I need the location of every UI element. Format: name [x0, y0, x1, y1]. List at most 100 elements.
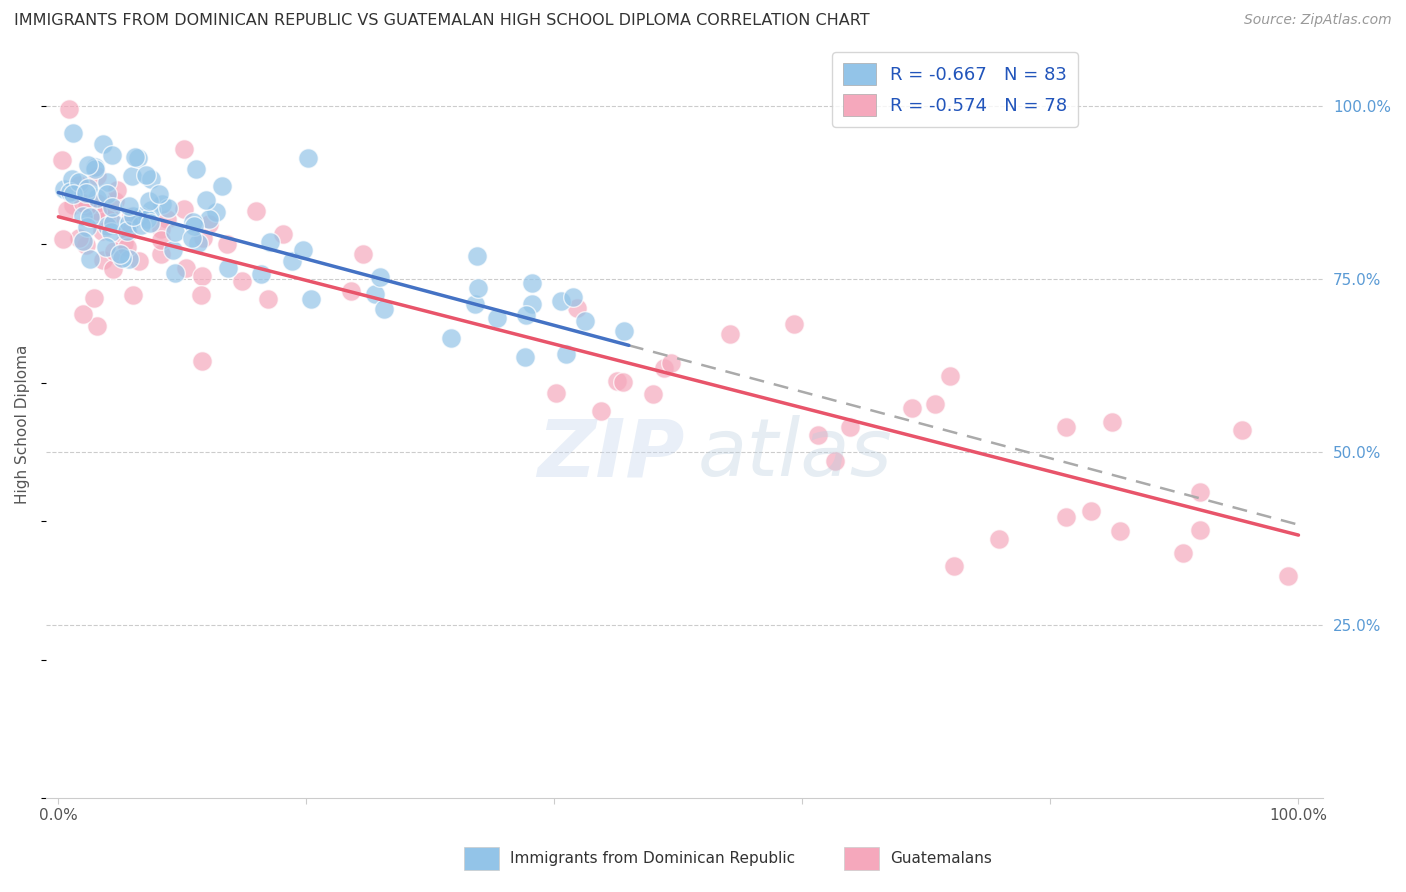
Point: [103, 244, 125, 258]
Point: [139, 216, 162, 230]
Point: [138, 194, 160, 209]
Point: [84, 207, 107, 221]
Point: [96, 187, 118, 202]
Point: [174, 261, 197, 276]
Point: [72, 196, 94, 211]
Point: [86, 196, 108, 211]
Point: [654, 361, 676, 376]
Point: [91, 137, 114, 152]
Point: [297, 151, 319, 165]
Point: [1171, 546, 1194, 560]
Point: [938, 368, 960, 383]
Point: [173, 142, 195, 156]
Point: [217, 236, 239, 251]
Point: [163, 266, 186, 280]
Point: [299, 292, 322, 306]
Point: [150, 233, 173, 247]
Point: [565, 301, 588, 315]
Point: [211, 179, 233, 194]
Point: [522, 297, 544, 311]
Point: [250, 267, 273, 281]
Point: [942, 559, 965, 574]
Point: [96, 175, 118, 189]
Point: [465, 249, 488, 263]
Point: [546, 386, 568, 401]
Point: [115, 240, 138, 254]
Point: [807, 428, 830, 442]
Point: [60, 171, 83, 186]
Text: atlas: atlas: [697, 416, 893, 493]
Point: [83, 160, 105, 174]
Point: [101, 148, 124, 162]
Point: [58, 185, 80, 199]
Point: [162, 243, 184, 257]
Text: IMMIGRANTS FROM DOMINICAN REPUBLIC VS GUATEMALAN HIGH SCHOOL DIPLOMA CORRELATION: IMMIGRANTS FROM DOMINICAN REPUBLIC VS GU…: [14, 13, 870, 29]
Point: [901, 401, 924, 415]
Point: [340, 284, 363, 298]
Point: [139, 203, 162, 218]
Point: [485, 311, 508, 326]
Point: [77, 181, 100, 195]
Point: [118, 252, 141, 267]
Point: [75, 238, 97, 252]
Point: [91, 224, 114, 238]
Point: [83, 291, 105, 305]
Point: [606, 374, 628, 388]
Point: [75, 186, 97, 200]
Point: [1277, 569, 1299, 583]
Point: [135, 168, 157, 182]
Point: [173, 202, 195, 216]
Point: [96, 219, 118, 234]
Point: [124, 150, 146, 164]
Text: Immigrants from Dominican Republic: Immigrants from Dominican Republic: [510, 851, 796, 865]
Point: [101, 262, 124, 277]
Point: [1080, 504, 1102, 518]
Point: [51, 153, 73, 167]
Point: [76, 199, 98, 213]
Point: [72, 209, 94, 223]
Point: [148, 186, 170, 201]
Text: Guatemalans: Guatemalans: [890, 851, 991, 865]
Legend: R = -0.667   N = 83, R = -0.574   N = 78: R = -0.667 N = 83, R = -0.574 N = 78: [832, 53, 1078, 127]
Point: [1188, 523, 1211, 537]
Point: [183, 219, 205, 234]
Point: [259, 235, 281, 249]
Point: [180, 231, 202, 245]
Point: [574, 314, 596, 328]
Point: [86, 191, 108, 205]
Point: [62, 126, 84, 140]
Point: [217, 261, 239, 276]
Point: [190, 287, 212, 301]
Point: [111, 251, 134, 265]
Point: [101, 200, 124, 214]
Point: [150, 222, 173, 236]
Point: [83, 162, 105, 177]
Point: [136, 212, 159, 227]
Point: [128, 253, 150, 268]
Point: [718, 326, 741, 341]
Point: [1054, 419, 1077, 434]
Point: [58, 103, 80, 117]
Point: [555, 347, 578, 361]
Point: [187, 236, 209, 251]
Point: [612, 375, 634, 389]
Point: [121, 169, 143, 183]
Point: [195, 193, 218, 207]
Point: [118, 216, 141, 230]
Point: [245, 203, 267, 218]
Point: [105, 183, 128, 197]
Point: [86, 318, 108, 333]
Point: [513, 350, 536, 364]
Point: [122, 287, 145, 301]
Point: [94, 210, 117, 224]
Y-axis label: High School Diploma: High School Diploma: [15, 344, 30, 504]
Point: [120, 210, 142, 224]
Point: [157, 201, 180, 215]
Point: [122, 210, 145, 224]
Point: [52, 182, 75, 196]
Point: [104, 194, 127, 208]
Point: [94, 240, 117, 254]
Point: [193, 230, 215, 244]
Point: [467, 281, 489, 295]
Point: [98, 211, 121, 225]
